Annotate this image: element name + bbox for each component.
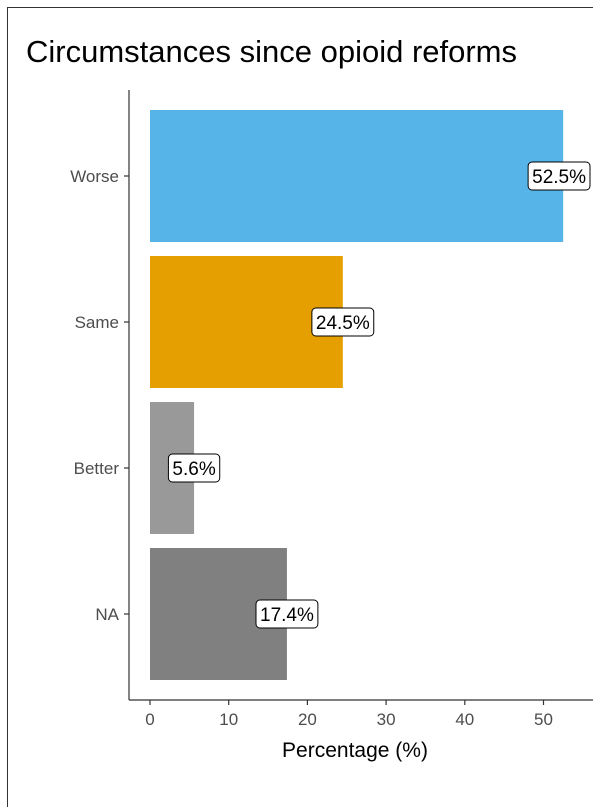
- data-label-text-worse: 52.5%: [532, 167, 586, 188]
- x-tick-label-30: 30: [377, 710, 396, 729]
- x-tick-label-10: 10: [219, 710, 238, 729]
- data-label-box-better: [167, 453, 221, 483]
- data-label-na: 17.4%: [255, 599, 319, 629]
- data-label-text-same: 24.5%: [316, 313, 370, 334]
- data-label-box-worse: [527, 161, 591, 191]
- bar-worse: [150, 110, 564, 242]
- x-tick-label-50: 50: [534, 710, 553, 729]
- data-label-box-na: [255, 599, 319, 629]
- ticks-layer: Worse Same Better NA 0 10 20 30 40 50: [70, 167, 553, 729]
- data-label-worse: 52.5%: [527, 161, 591, 191]
- data-label-box-same: [311, 307, 375, 337]
- bars-layer: [150, 110, 564, 680]
- data-label-text-better: 5.6%: [172, 459, 215, 480]
- x-tick-label-40: 40: [455, 710, 474, 729]
- y-tick-label-better: Better: [74, 459, 120, 478]
- x-axis-title: Percentage (%): [282, 739, 428, 762]
- data-label-text-na: 17.4%: [260, 605, 314, 626]
- y-tick-label-na: NA: [95, 605, 119, 624]
- data-labels-layer: 52.5% 24.5% 5.6% 17.4%: [167, 161, 591, 629]
- data-label-same: 24.5%: [311, 307, 375, 337]
- x-tick-label-0: 0: [145, 710, 154, 729]
- y-tick-label-same: Same: [75, 313, 119, 332]
- data-label-better: 5.6%: [167, 453, 221, 483]
- figure-frame: [7, 7, 593, 807]
- bar-same: [150, 256, 343, 388]
- chart-title: Circumstances since opioid reforms: [26, 34, 518, 69]
- y-tick-label-worse: Worse: [70, 167, 119, 186]
- x-tick-label-20: 20: [298, 710, 317, 729]
